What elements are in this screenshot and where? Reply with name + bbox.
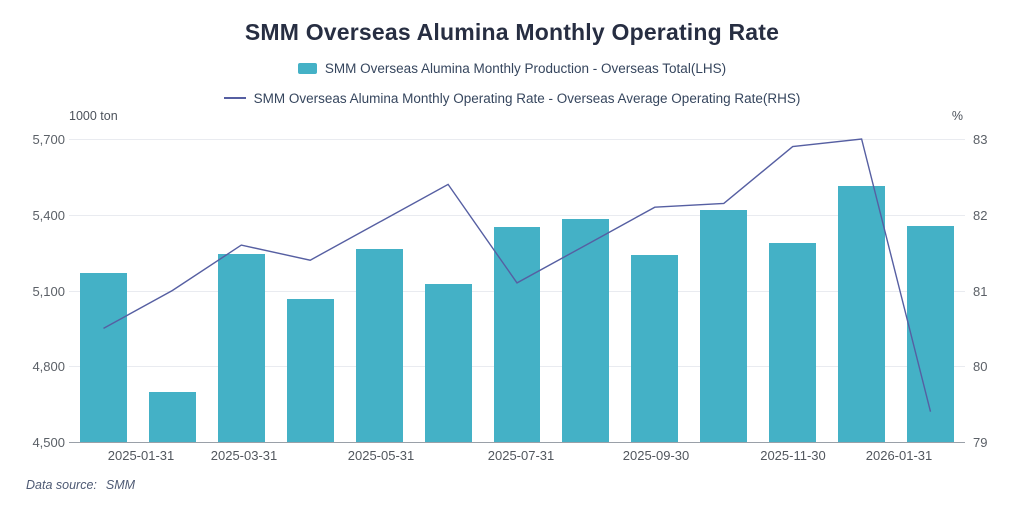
gridline: [69, 139, 965, 140]
right-axis-tick-label: 82: [973, 207, 988, 223]
bar: [286, 299, 334, 442]
bar-slot: [896, 139, 965, 442]
data-source-label: Data source:: [26, 478, 97, 492]
legend-label-operating-rate: SMM Overseas Alumina Monthly Operating R…: [253, 90, 801, 106]
bar-slot: [69, 139, 138, 442]
bar-slot: [345, 139, 414, 442]
x-axis-tick-label: 2025-01-31: [107, 448, 175, 463]
right-axis-tick-label: 80: [973, 359, 988, 375]
bar-slot: [689, 139, 758, 442]
bar-series: [69, 139, 965, 442]
legend-item-production[interactable]: SMM Overseas Alumina Monthly Production …: [297, 60, 727, 76]
right-axis-tick-label: 81: [973, 283, 988, 299]
bar-slot: [138, 139, 207, 442]
data-source-value: SMM: [105, 478, 136, 492]
bar-slot: [483, 139, 552, 442]
bar-slot: [827, 139, 896, 442]
bar: [148, 391, 196, 442]
left-axis-unit: 1000 ton: [69, 109, 118, 123]
bar: [80, 272, 127, 442]
bar: [355, 248, 403, 442]
bar-slot: [207, 139, 276, 442]
bar: [562, 218, 610, 442]
bar-series-swatch-icon: [297, 62, 317, 74]
bar: [700, 209, 748, 442]
x-axis-tick-label: 2026-01-31: [865, 448, 933, 463]
x-axis-tick-label: 2025-07-31: [487, 448, 555, 463]
x-axis-tick-label: 2025-05-31: [347, 448, 415, 463]
right-axis-tick-label: 83: [973, 132, 988, 147]
x-axis-tick-label: 2025-11-30: [760, 448, 826, 463]
bar-slot: [276, 139, 345, 442]
left-axis-tick-label: 5,100: [32, 283, 65, 299]
right-axis-unit: %: [951, 109, 963, 123]
bar: [631, 255, 679, 442]
legend-row-operating-rate: SMM Overseas Alumina Monthly Operating R…: [0, 90, 1024, 106]
bar-slot: [758, 139, 827, 442]
legend-label-production: SMM Overseas Alumina Monthly Production …: [324, 60, 727, 76]
x-axis-line: [69, 442, 965, 443]
plot-area: [69, 138, 965, 443]
legend-item-operating-rate[interactable]: SMM Overseas Alumina Monthly Operating R…: [223, 90, 801, 106]
x-axis-tick-label: 2025-03-31: [210, 448, 278, 463]
bar-slot: [414, 139, 483, 442]
bar: [424, 284, 472, 442]
bar-slot: [620, 139, 689, 442]
legend-row-production: SMM Overseas Alumina Monthly Production …: [0, 60, 1024, 76]
line-series: [103, 138, 932, 412]
bar: [838, 185, 886, 442]
left-axis-tick-label: 5,400: [32, 207, 65, 223]
gridline: [69, 214, 965, 216]
data-source: Data source: SMM: [26, 478, 135, 492]
bar-slot: [551, 139, 620, 442]
operating-rate-line: [103, 138, 932, 412]
left-axis-tick-label: 4,800: [32, 359, 65, 375]
bar: [907, 226, 954, 442]
left-axis-tick-label: 5,700: [32, 132, 65, 147]
chart-title: SMM Overseas Alumina Monthly Operating R…: [244, 19, 780, 45]
left-axis-tick-label: 4,500: [32, 435, 65, 450]
x-axis-tick-label: 2025-09-30: [622, 448, 690, 463]
bar: [769, 242, 817, 442]
right-axis-tick-label: 79: [973, 435, 988, 450]
bar: [217, 253, 265, 442]
bar: [493, 227, 541, 442]
line-series-swatch-icon: [223, 97, 246, 99]
